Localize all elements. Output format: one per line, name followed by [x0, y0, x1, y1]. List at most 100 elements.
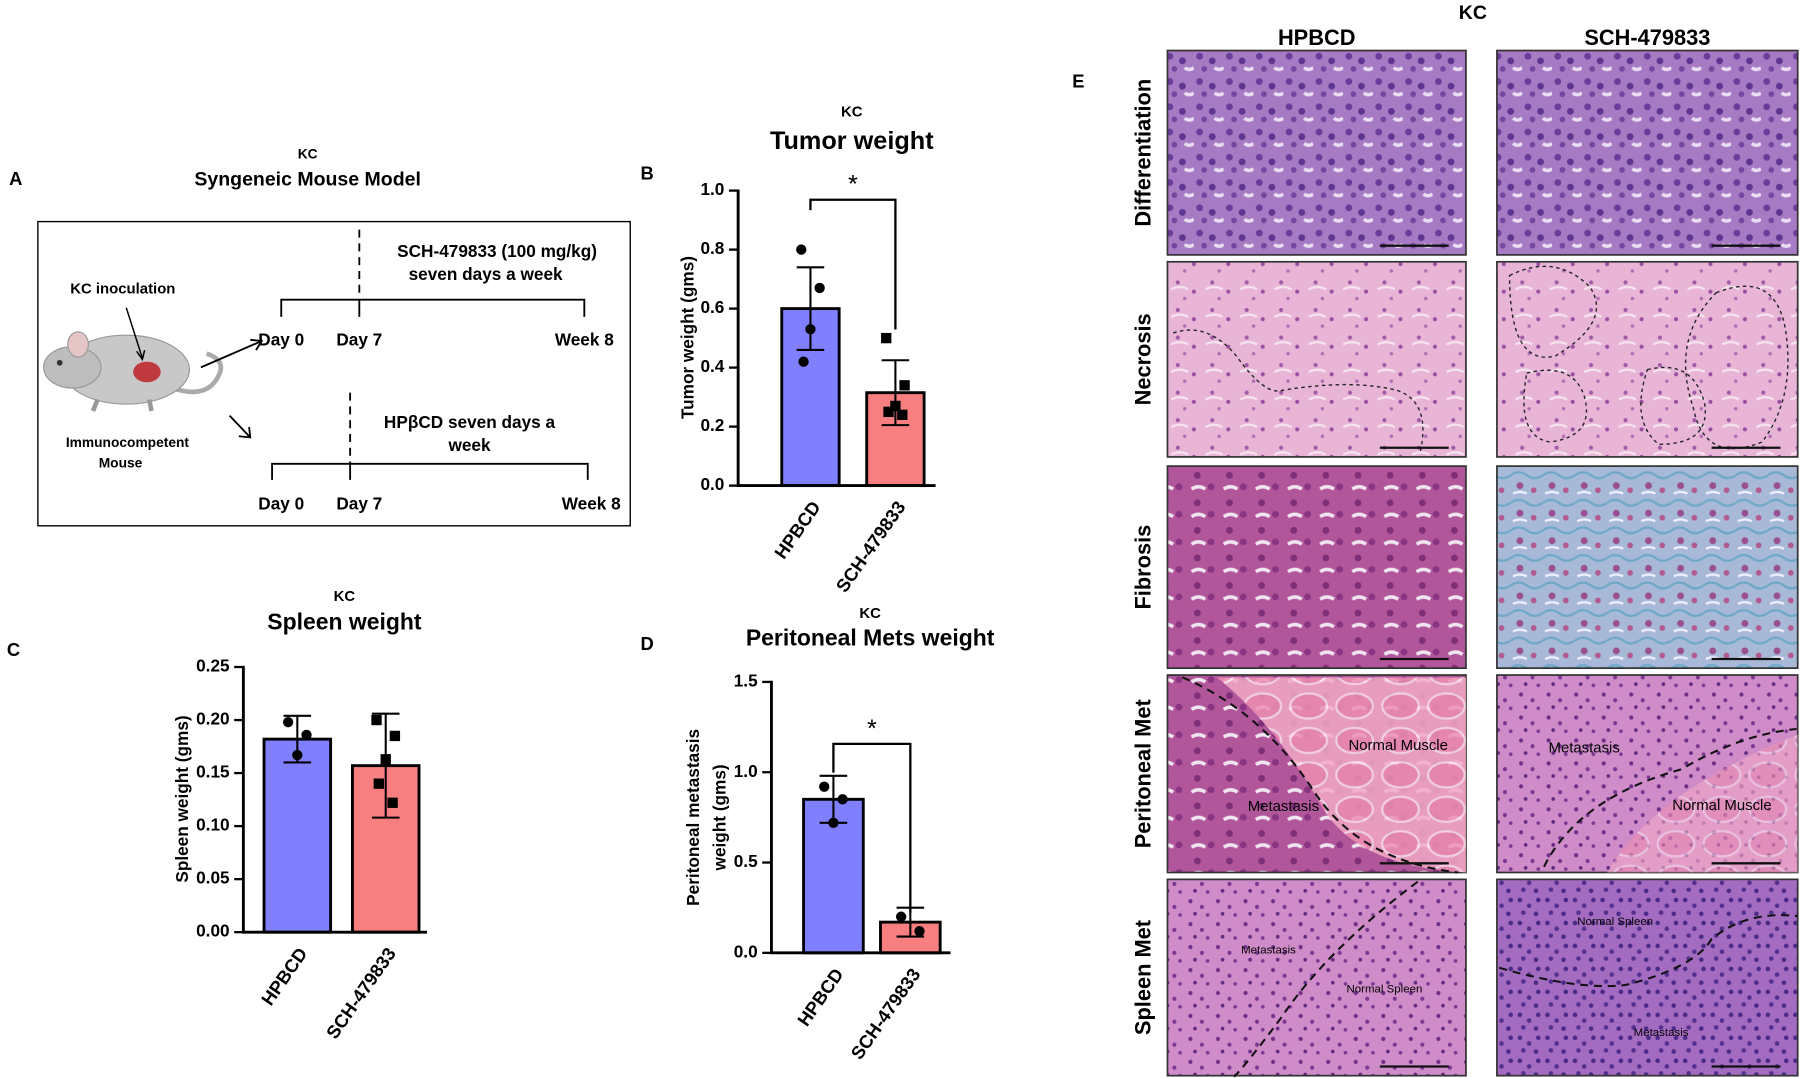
diagram-lines [200, 229, 589, 480]
image-annotation: Metastasis [1549, 739, 1620, 756]
inoculation-label: KC inoculation [70, 280, 175, 297]
data-point [798, 356, 809, 367]
chart-title: Peritoneal Mets weight [746, 625, 995, 651]
y-tick-label: 0.05 [196, 868, 230, 888]
necrosis-boundaries [1172, 265, 1789, 454]
data-point [828, 817, 839, 828]
diagram-subtitle: KC [298, 147, 318, 162]
bar [262, 737, 333, 934]
error-bar [796, 266, 825, 351]
histology-subtitle: KC [1459, 2, 1487, 24]
x-tick-label: SCH-479833 [831, 497, 909, 596]
histology-image [1496, 878, 1799, 1077]
y-tick-label: 0.10 [196, 815, 229, 835]
axes [241, 665, 428, 934]
y-tick-label: 1.0 [734, 761, 758, 781]
mouse-icon [43, 307, 224, 412]
histology-image [1496, 260, 1799, 458]
row-label: Differentiation [1130, 79, 1155, 227]
timeline-label: Day 7 [336, 494, 382, 514]
diagram-frame [37, 220, 631, 527]
row-label: Spleen Met [1130, 920, 1155, 1035]
y-axis-label: Tumor weight (gms) [677, 256, 697, 419]
data-point [914, 926, 925, 937]
timeline-label: Day 0 [258, 330, 304, 350]
x-tick-label: HPBCD [770, 497, 825, 563]
histology-image [1496, 49, 1799, 256]
column-label: SCH-479833 [1584, 25, 1710, 50]
panel-label: B [641, 162, 654, 183]
data-point [819, 781, 830, 792]
x-tick-label: HPBCD [793, 964, 848, 1030]
y-tick-label: 0.6 [700, 297, 724, 317]
mouse-label: Immunocompetent [66, 435, 190, 450]
y-tick-label: 0.8 [700, 238, 724, 258]
timeline-label: Week 8 [562, 494, 621, 514]
histology-images [1166, 49, 1799, 1077]
histology-image [1166, 49, 1467, 256]
panel-label: C [7, 639, 20, 660]
data-point [282, 716, 294, 728]
data-point [899, 380, 910, 391]
data-point [387, 797, 398, 808]
data-point [883, 406, 894, 418]
data-point [373, 778, 384, 789]
data-point [292, 749, 303, 761]
data-point [837, 794, 848, 805]
image-annotation: Metastasis [1241, 945, 1296, 957]
column-label: HPBCD [1278, 25, 1356, 50]
y-tick-label: 0.15 [196, 762, 230, 782]
chart-title: Tumor weight [770, 127, 934, 155]
region-boundaries [1181, 676, 1798, 1078]
data-point [380, 754, 391, 765]
significance-label: * [848, 171, 858, 199]
image-annotation: Metastasis [1634, 1027, 1689, 1039]
data-point [389, 730, 401, 742]
muscle-region [1216, 677, 1466, 873]
row-label: Peritoneal Met [1130, 699, 1155, 848]
data-point [371, 714, 382, 726]
data-point [895, 911, 907, 922]
y-tick-label: 0.0 [734, 941, 758, 961]
histology-image [1166, 465, 1467, 670]
y-axis-label: Spleen weight (gms) [172, 715, 192, 882]
chart-subtitle: KC [334, 588, 356, 605]
data-point [796, 244, 807, 255]
image-annotation: Normal Spleen [1347, 984, 1423, 996]
significance-bracket [832, 742, 912, 913]
treatment-label: week [447, 435, 491, 455]
data-point [814, 282, 825, 294]
error-bar [371, 712, 400, 819]
x-tick-label: SCH-479833 [322, 944, 400, 1043]
data-point [805, 324, 816, 335]
timeline-label: Day 7 [336, 330, 382, 350]
y-tick-label: 0.00 [196, 921, 229, 941]
data-point [301, 729, 312, 741]
chart-subtitle: KC [841, 103, 863, 120]
data-point [890, 400, 901, 412]
y-tick-label: 0.25 [196, 656, 230, 676]
diagram-title: Syngeneic Mouse Model [194, 168, 420, 190]
histology-image [1166, 260, 1467, 458]
y-tick-label: 0.0 [700, 474, 724, 494]
y-tick-label: 0.5 [734, 851, 758, 871]
row-label: Fibrosis [1130, 525, 1155, 610]
axes [769, 680, 951, 955]
significance-label: * [867, 715, 877, 743]
image-annotation: Normal Muscle [1349, 737, 1448, 754]
panel-label: A [9, 168, 22, 189]
y-axis-label: weight (gms) [709, 764, 729, 871]
muscle-region [1607, 734, 1798, 873]
data-point [881, 332, 892, 344]
y-axis-label: Peritoneal metastasis [683, 729, 703, 906]
chart-title: Spleen weight [267, 608, 422, 634]
treatment-label: HPβCD seven days a [384, 412, 556, 432]
row-label: Necrosis [1130, 313, 1155, 405]
y-tick-label: 0.2 [700, 415, 724, 435]
data-point [897, 409, 908, 420]
histology-image [1496, 465, 1799, 670]
x-tick-label: HPBCD [257, 944, 312, 1010]
scale-bars [1379, 244, 1781, 1068]
